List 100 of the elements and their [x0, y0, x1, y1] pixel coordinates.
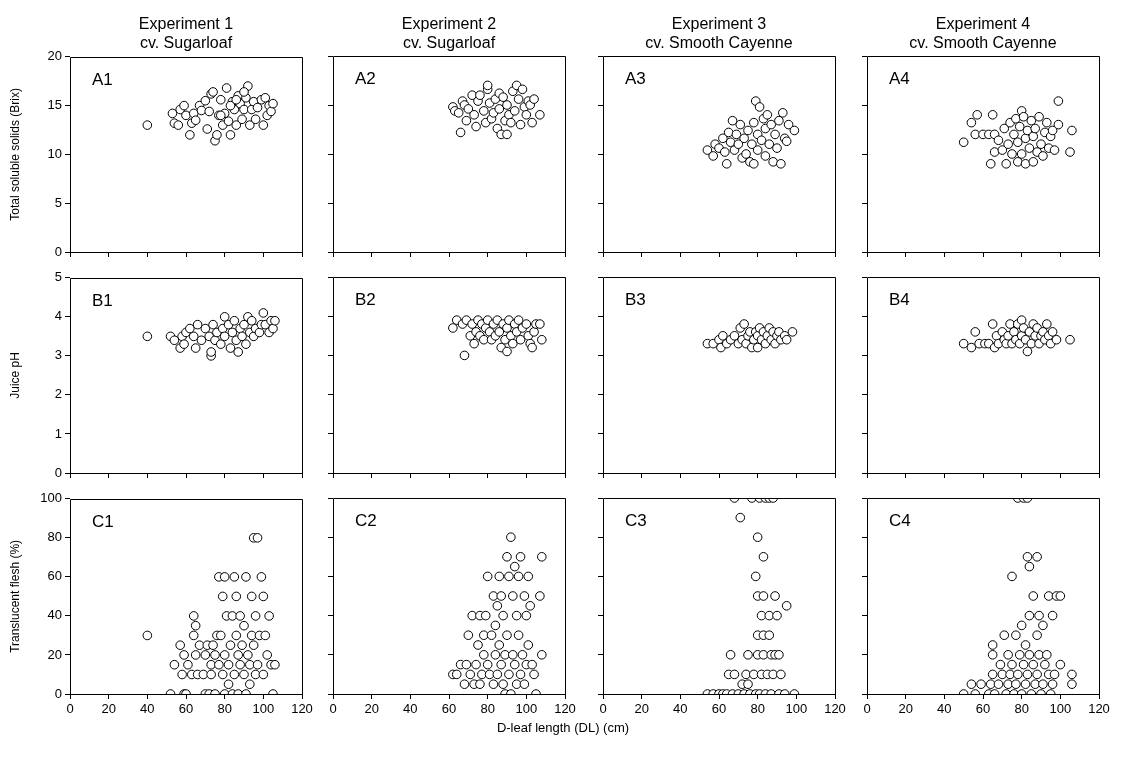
point	[987, 319, 998, 329]
y-axis-title: Juice pH	[7, 352, 22, 399]
point	[529, 327, 539, 337]
point	[521, 110, 532, 120]
point	[970, 327, 981, 337]
point	[508, 338, 518, 349]
point	[993, 135, 1004, 146]
point	[185, 130, 195, 140]
x-tick-label: 20	[634, 701, 649, 717]
point	[1005, 319, 1015, 329]
point	[469, 338, 479, 349]
annotation: A4	[889, 69, 910, 88]
point	[1007, 149, 1017, 159]
point	[246, 315, 257, 326]
point	[479, 334, 489, 345]
point	[169, 335, 180, 346]
y-tick-label: 0	[54, 685, 62, 701]
y-tick-label: 20	[47, 646, 62, 662]
point	[750, 571, 761, 582]
point	[747, 139, 757, 149]
x-tick-label: 20	[898, 701, 913, 717]
point	[254, 327, 265, 338]
point	[216, 339, 226, 349]
point	[231, 120, 242, 130]
x-tick-label: 100	[515, 701, 538, 717]
x-tick-label: 0	[599, 701, 607, 717]
point	[741, 669, 751, 680]
point	[752, 145, 763, 155]
point	[735, 119, 746, 130]
annotation: B2	[355, 290, 376, 309]
point	[752, 342, 763, 353]
point	[212, 130, 222, 140]
point	[502, 323, 512, 333]
y-tick-label: 2	[54, 386, 62, 402]
point	[725, 650, 736, 660]
y-tick-label: 4	[54, 308, 62, 324]
point	[743, 679, 753, 689]
point	[1018, 111, 1029, 122]
point	[985, 159, 996, 169]
point	[208, 319, 218, 330]
x-tick-label: 60	[711, 701, 727, 717]
point	[270, 315, 280, 326]
point	[966, 342, 977, 353]
point	[1001, 159, 1011, 169]
x-tick-label: 20	[101, 701, 116, 717]
point	[770, 591, 780, 601]
point	[229, 315, 240, 326]
point	[764, 630, 775, 640]
point	[1009, 129, 1019, 140]
point	[1047, 125, 1058, 136]
point	[448, 323, 458, 333]
x-tick-label: 0	[329, 701, 337, 717]
point	[1011, 113, 1021, 124]
point	[1013, 157, 1023, 167]
point	[972, 110, 982, 120]
point	[1053, 96, 1064, 106]
x-tick-label: 60	[178, 701, 194, 717]
point	[266, 106, 276, 117]
x-tick-label: 100	[1049, 701, 1072, 717]
point	[204, 106, 214, 117]
point	[776, 159, 786, 169]
point	[173, 120, 184, 130]
y-tick-label: 1	[54, 425, 62, 441]
point	[1042, 319, 1052, 329]
point	[527, 342, 537, 353]
point	[535, 110, 545, 120]
point	[739, 319, 749, 329]
point	[1049, 145, 1060, 155]
point	[252, 102, 263, 113]
point	[718, 133, 728, 144]
point	[749, 117, 759, 128]
point	[529, 94, 539, 104]
point	[239, 87, 249, 97]
y-axis-title: Translucent flesh (%)	[7, 539, 22, 653]
point	[268, 98, 278, 109]
annotation: A1	[92, 69, 113, 89]
annotation: A2	[355, 69, 376, 88]
point	[774, 115, 784, 126]
point	[743, 650, 753, 660]
point	[1020, 159, 1031, 169]
x-tick-label: 80	[480, 701, 495, 717]
point	[731, 129, 742, 140]
point	[233, 347, 243, 357]
point	[1013, 137, 1023, 148]
y-tick-label: 15	[47, 97, 62, 113]
point	[179, 339, 189, 349]
point	[702, 145, 713, 155]
point	[219, 331, 230, 342]
point	[781, 334, 792, 345]
x-tick-label: 120	[554, 701, 576, 717]
point	[760, 151, 771, 161]
point	[190, 115, 201, 126]
point	[190, 343, 201, 353]
y-tick-label: 80	[47, 529, 62, 545]
point	[749, 669, 759, 680]
point	[725, 137, 736, 148]
point	[223, 116, 234, 127]
point	[475, 90, 485, 100]
point	[741, 149, 751, 159]
point	[743, 125, 753, 136]
